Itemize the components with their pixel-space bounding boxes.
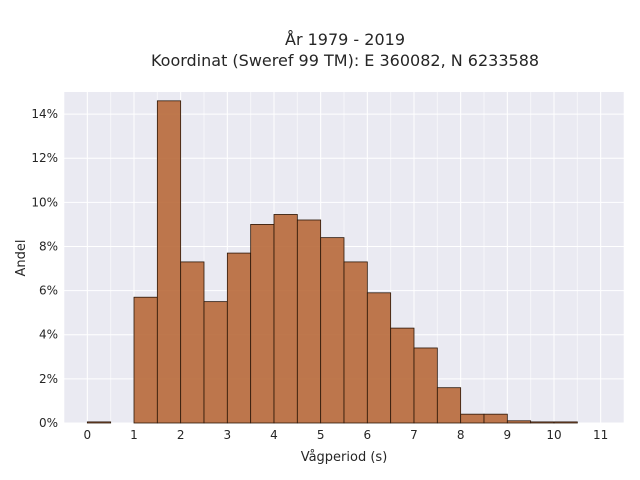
histogram-bar bbox=[250, 223, 275, 424]
x-tick-label: 6 bbox=[364, 428, 372, 442]
x-tick-label: 4 bbox=[270, 428, 278, 442]
histogram-bar bbox=[273, 214, 298, 424]
y-tick-label: 2% bbox=[39, 372, 58, 386]
histogram-bar bbox=[320, 237, 345, 424]
x-tick-label: 8 bbox=[457, 428, 465, 442]
histogram-bar bbox=[530, 421, 555, 424]
histogram-bar bbox=[366, 292, 392, 424]
histogram-bar bbox=[180, 261, 205, 424]
histogram-bar bbox=[390, 327, 415, 424]
x-tick-label: 0 bbox=[84, 428, 92, 442]
histogram-bar bbox=[296, 219, 322, 424]
chart-title-line2: Koordinat (Sweref 99 TM): E 360082, N 62… bbox=[151, 51, 539, 70]
x-tick-layer: 0 1 2 3 4 5 6 7 8 9 10 11 bbox=[84, 428, 609, 442]
bar-layer bbox=[86, 100, 578, 424]
x-tick-label: 1 bbox=[130, 428, 138, 442]
y-tick-label: 4% bbox=[39, 328, 58, 342]
y-tick-layer: 0% 2% 4% 6% 8% 10% 12% 14% bbox=[31, 107, 58, 430]
histogram-bar bbox=[460, 413, 485, 424]
y-tick-label: 10% bbox=[31, 195, 58, 209]
histogram-bar bbox=[156, 100, 182, 424]
chart-title-line1: År 1979 - 2019 bbox=[285, 30, 405, 49]
histogram-bar bbox=[133, 296, 158, 424]
histogram-bar bbox=[226, 252, 252, 424]
y-axis-label: Andel bbox=[14, 240, 29, 277]
y-tick-label: 8% bbox=[39, 239, 58, 253]
x-tick-label: 5 bbox=[317, 428, 325, 442]
histogram-bar bbox=[553, 421, 578, 424]
x-tick-label: 2 bbox=[177, 428, 185, 442]
x-tick-label: 10 bbox=[546, 428, 561, 442]
histogram-bar bbox=[203, 301, 228, 424]
histogram-bar bbox=[413, 347, 438, 424]
histogram-bar bbox=[343, 261, 368, 424]
x-tick-label: 11 bbox=[593, 428, 608, 442]
histogram-bar bbox=[483, 413, 508, 424]
y-tick-label: 14% bbox=[31, 107, 58, 121]
histogram-bar bbox=[436, 387, 462, 424]
histogram-bar bbox=[506, 420, 532, 424]
x-tick-label: 3 bbox=[224, 428, 232, 442]
histogram-bar bbox=[86, 421, 112, 424]
x-tick-label: 7 bbox=[410, 428, 418, 442]
x-axis-label: Vågperiod (s) bbox=[301, 450, 388, 465]
y-tick-label: 12% bbox=[31, 151, 58, 165]
y-tick-label: 6% bbox=[39, 284, 58, 298]
x-tick-label: 9 bbox=[504, 428, 512, 442]
y-tick-label: 0% bbox=[39, 416, 58, 430]
